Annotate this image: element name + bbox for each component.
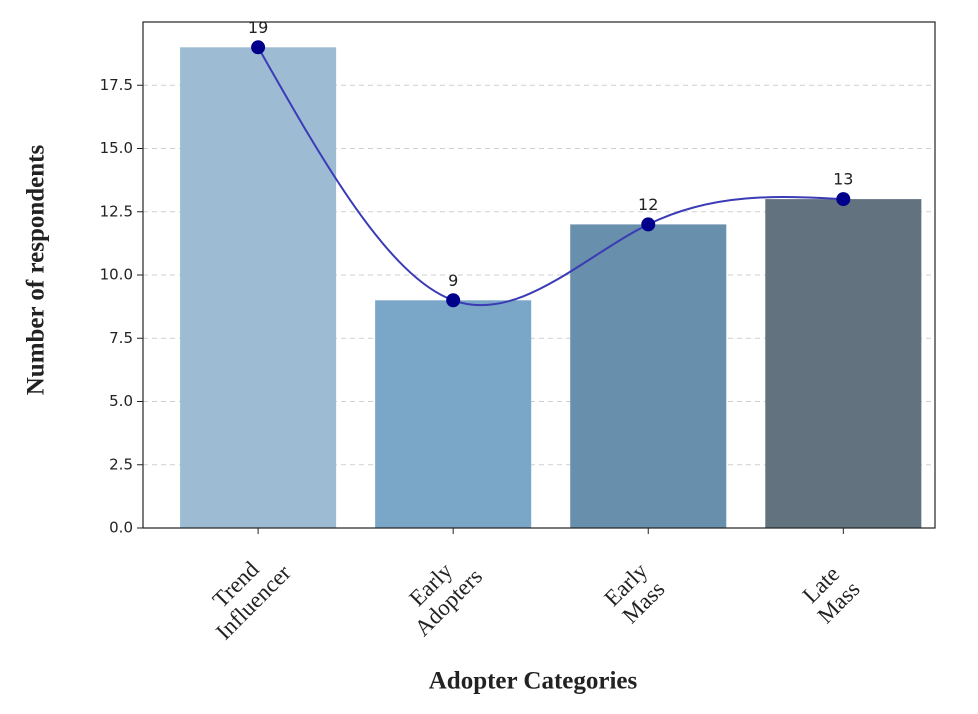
y-axis-title: Number of respondents — [23, 144, 50, 395]
y-tick-label: 12.5 — [100, 202, 133, 220]
marker — [446, 293, 461, 308]
marker — [641, 217, 656, 232]
bar — [765, 199, 922, 528]
bar — [180, 47, 337, 529]
y-tick-label: 17.5 — [100, 76, 133, 94]
bar — [570, 224, 727, 528]
data-label: 9 — [448, 271, 458, 290]
data-label: 13 — [833, 170, 853, 189]
y-tick-label: 7.5 — [109, 329, 133, 347]
marker — [836, 192, 851, 207]
y-tick-label: 2.5 — [109, 455, 133, 473]
y-tick-label: 15.0 — [100, 139, 133, 157]
marker — [251, 40, 266, 55]
y-tick-label: 0.0 — [109, 519, 133, 537]
trend-line — [257, 46, 844, 307]
data-label: 12 — [638, 195, 658, 214]
y-tick-label: 10.0 — [100, 266, 133, 284]
data-label: 19 — [248, 18, 268, 37]
bar — [375, 300, 532, 528]
plot-frame — [142, 21, 936, 529]
y-tick-label: 5.0 — [109, 392, 133, 410]
x-axis-title: Adopter Categories — [429, 668, 638, 695]
